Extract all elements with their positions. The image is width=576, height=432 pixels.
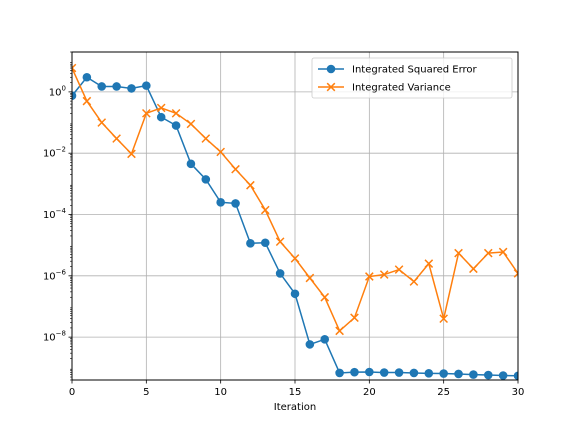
data-point [439,314,448,324]
x-tick-label: 20 [363,387,376,398]
series-layer [72,63,518,380]
data-point [409,277,419,286]
legend-item: Integrated Variance [318,83,451,94]
data-point [275,237,285,247]
y-axis: 100 10−2 10−4 10−6 10−8 [43,51,72,381]
x-tick-label: 30 [512,387,525,398]
data-point [379,368,389,377]
series-1 [72,63,518,336]
data-point [216,147,225,157]
data-point [216,198,225,207]
data-point [379,270,389,279]
x-tick-label: 5 [143,387,149,398]
data-point [246,239,255,248]
grid [71,52,519,380]
x-tick-label: 10 [214,387,227,398]
data-point [350,313,359,323]
data-point [127,149,136,159]
data-point [201,134,211,143]
legend-marker [326,64,336,74]
data-point [186,159,196,169]
legend-box [311,57,513,99]
y-tick-label: 100 [49,84,66,98]
legend-item: Integrated Squared Error [318,65,478,76]
x-axis-label: Iteration [274,402,316,413]
data-point [498,371,508,380]
data-point [275,269,285,278]
data-point [112,82,121,91]
data-point [424,259,434,268]
data-point [290,254,300,263]
data-point [409,368,419,378]
data-point [454,369,463,379]
data-point [439,369,448,378]
data-point [201,175,211,184]
data-point [350,367,359,377]
data-point [320,335,330,344]
data-point [156,112,166,122]
data-point [72,91,77,101]
y-tick-label: 10−4 [43,207,67,221]
data-point [394,265,404,274]
data-point [290,289,300,299]
data-point [82,72,92,82]
data-point [260,205,270,215]
data-point [97,118,107,127]
data-point [72,63,77,73]
data-point [335,368,344,378]
y-tick-label: 10−8 [43,330,66,344]
y-tick-label: 10−2 [43,146,66,160]
legend-label: Integrated Variance [352,83,451,94]
data-point [469,264,478,274]
x-tick-label: 25 [437,387,450,398]
data-point [186,119,196,129]
data-point [498,247,508,257]
data-point [142,81,151,90]
data-point [305,340,315,349]
data-point [171,108,181,118]
data-point [424,369,434,378]
x-axis: 0 5 10 15 20 25 30 [69,380,525,398]
legend: Integrated Squared Error Integrated Varia… [311,57,513,99]
data-point [469,370,478,379]
data-point [97,82,107,91]
data-point [246,180,255,190]
data-point [156,103,166,113]
data-point [454,248,463,258]
data-point [365,367,374,377]
data-point [335,326,344,336]
data-point [483,248,493,258]
data-point [127,84,136,93]
x-tick-label: 0 [69,387,75,398]
series-0 [72,72,518,380]
legend-label: Integrated Squared Error [352,65,478,76]
data-point [142,108,151,118]
data-point [305,273,315,283]
y-tick-label: 10−6 [43,268,67,282]
data-point [483,370,493,380]
data-point [171,121,181,130]
data-point [260,238,270,248]
data-point [513,269,518,278]
data-point [231,164,240,174]
data-point [394,368,404,377]
data-point [365,272,374,281]
data-point [320,292,330,302]
x-tick-label: 15 [289,387,302,398]
legend-marker [326,82,336,92]
data-point [231,199,240,208]
data-point [82,96,92,106]
data-point [112,134,121,143]
data-point [513,371,518,380]
